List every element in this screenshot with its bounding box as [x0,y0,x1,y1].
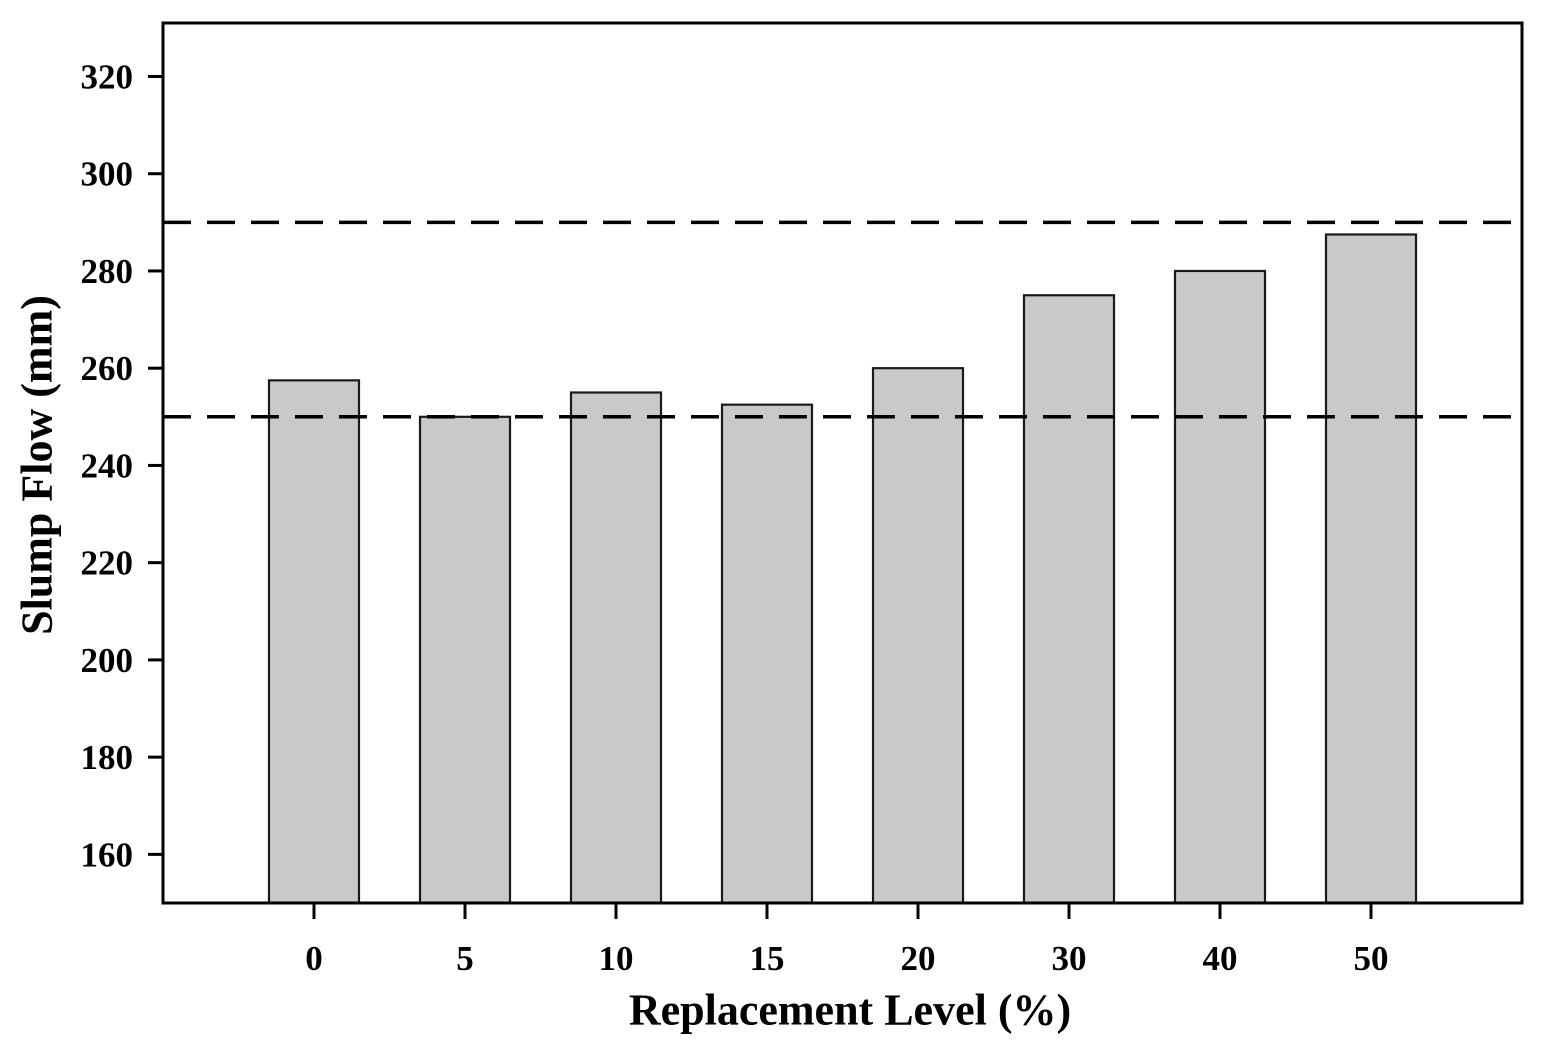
bar [1324,233,1418,905]
y-tick-label: 220 [81,544,134,583]
bar [1022,294,1116,905]
y-tick-label: 280 [81,252,134,291]
y-axis-title: Slump Flow (mm) [12,295,62,635]
bar [569,391,663,905]
plot-frame [161,21,1524,905]
x-tick-label: 0 [305,939,323,978]
bar [871,367,965,905]
y-tick-label: 240 [81,446,134,485]
bar [418,415,512,905]
y-tick-label: 200 [81,641,134,680]
bar [720,403,814,905]
x-tick-label: 5 [456,939,474,978]
bar [1173,269,1267,905]
x-axis-title: Replacement Level (%) [628,985,1072,1035]
y-tick-label: 180 [81,738,134,777]
y-tick-label: 260 [81,349,134,388]
y-tick-label: 300 [81,155,134,194]
x-tick-label: 20 [901,939,936,978]
bar [267,379,361,905]
y-tick-label: 320 [81,57,134,96]
x-tick-label: 10 [599,939,634,978]
x-tick-label: 15 [750,939,785,978]
y-tick-label: 160 [81,835,134,874]
x-tick-label: 30 [1052,939,1087,978]
x-tick-label: 40 [1203,939,1238,978]
x-tick-label: 50 [1354,939,1389,978]
